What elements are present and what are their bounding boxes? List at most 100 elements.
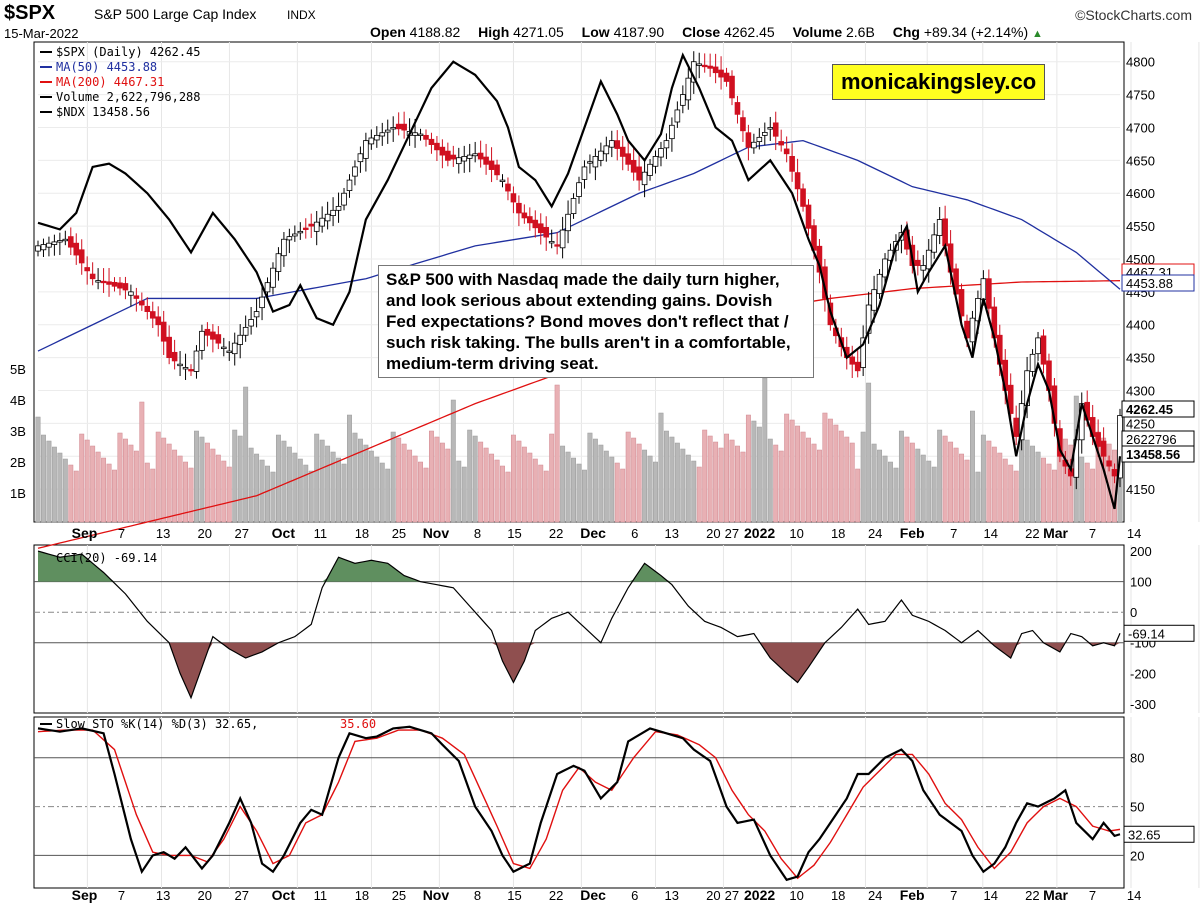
- volume-bar: [379, 462, 385, 523]
- candle-body: [510, 193, 517, 203]
- candle-body: [1035, 337, 1041, 355]
- candle-body: [641, 171, 648, 186]
- candle-body: [384, 129, 391, 133]
- volume-bar: [297, 458, 303, 523]
- candle-body: [89, 273, 96, 280]
- candle-body: [78, 249, 85, 264]
- candle-body: [292, 233, 298, 237]
- candle-body: [35, 245, 41, 252]
- candle-body: [352, 166, 358, 177]
- volume-tick-label: 5B: [10, 362, 26, 377]
- volume-bar: [609, 456, 615, 523]
- candle-body: [860, 337, 866, 368]
- panel-frame: [33, 544, 1125, 714]
- candle-body: [669, 124, 675, 140]
- volume-bar: [1002, 458, 1008, 523]
- candle-body: [772, 122, 779, 137]
- volume-bar: [713, 441, 719, 523]
- volume-bar: [898, 430, 904, 523]
- x-axis-label: 27: [725, 888, 739, 903]
- volume-bar: [412, 455, 418, 523]
- volume-bar: [778, 450, 784, 523]
- volume-bar: [904, 436, 910, 523]
- x-axis-label: 18: [831, 526, 845, 541]
- candle-body: [608, 140, 615, 148]
- candle-body: [242, 326, 249, 336]
- volume-bar: [445, 448, 451, 523]
- candle-body: [805, 204, 812, 229]
- volume-bar: [767, 438, 773, 523]
- candle-body: [936, 219, 943, 236]
- candle-body: [122, 283, 129, 291]
- volume-bar: [866, 382, 872, 523]
- volume-bar: [275, 434, 281, 523]
- cci-line: [37, 550, 1121, 700]
- volume-bar: [434, 436, 440, 523]
- candle-body: [1106, 460, 1112, 467]
- candle-body: [319, 217, 325, 227]
- x-axis-label: Sep: [72, 887, 98, 903]
- volume-bar: [598, 444, 604, 523]
- volume-bar: [702, 429, 708, 523]
- candle-body: [368, 137, 375, 145]
- panel-frame: [33, 716, 1125, 889]
- candle-body: [592, 156, 599, 168]
- candle-body: [587, 161, 593, 164]
- candle-body: [674, 109, 681, 123]
- volume-bar: [221, 460, 227, 523]
- price-tick-label: 4300: [1126, 383, 1155, 398]
- x-axis-label: 18: [355, 526, 369, 541]
- volume-bar: [308, 470, 314, 523]
- volume-bar: [172, 449, 178, 523]
- candle-body: [980, 278, 987, 301]
- volume-bar: [450, 399, 456, 523]
- candle-body: [455, 157, 462, 165]
- x-axis-label: 15: [507, 526, 521, 541]
- low-value: 4187.90: [613, 24, 665, 40]
- volume-bar: [959, 453, 964, 523]
- volume-bar: [374, 456, 380, 523]
- candle-body: [423, 134, 429, 140]
- volume-bar: [150, 468, 156, 523]
- volume-bar: [478, 441, 484, 523]
- volume-bar: [101, 457, 107, 523]
- candle-body: [40, 244, 47, 251]
- volume-bar: [423, 467, 429, 523]
- candle-body: [488, 160, 495, 170]
- x-axis-label: 25: [392, 526, 406, 541]
- candle-body: [46, 242, 52, 248]
- candle-body: [220, 346, 227, 349]
- x-axis-label: 24: [868, 888, 882, 903]
- volume-bar: [183, 461, 188, 523]
- volume-bar: [636, 443, 642, 523]
- candle-body: [346, 179, 353, 192]
- candle-body: [324, 213, 331, 222]
- candle-body: [614, 140, 621, 149]
- sto-d-line: [37, 729, 1121, 880]
- candle-body: [67, 236, 74, 248]
- volume-bar: [521, 446, 527, 523]
- volume-bar: [112, 469, 117, 523]
- volume-bar: [472, 435, 478, 523]
- candle-body: [761, 132, 768, 136]
- x-axis-label: 18: [355, 888, 369, 903]
- x-axis-label: 11: [314, 888, 328, 903]
- volume-bar: [41, 434, 46, 523]
- volume-bar: [942, 435, 948, 523]
- candle-body: [450, 154, 457, 160]
- volume-bar: [270, 471, 276, 523]
- volume-bar: [265, 465, 270, 523]
- volume-bar: [51, 446, 57, 523]
- volume-bar: [762, 377, 768, 523]
- candle-body: [472, 153, 478, 157]
- volume-bar: [1084, 462, 1090, 523]
- candle-body: [920, 265, 927, 271]
- volume-bar: [489, 453, 495, 523]
- candle-body: [166, 336, 172, 359]
- candle-body: [751, 141, 757, 149]
- volume-bar: [527, 452, 533, 523]
- x-axis-label: 8: [474, 526, 481, 541]
- volume-bar: [303, 464, 309, 523]
- candle-body: [297, 230, 304, 234]
- x-axis-label: 25: [392, 888, 406, 903]
